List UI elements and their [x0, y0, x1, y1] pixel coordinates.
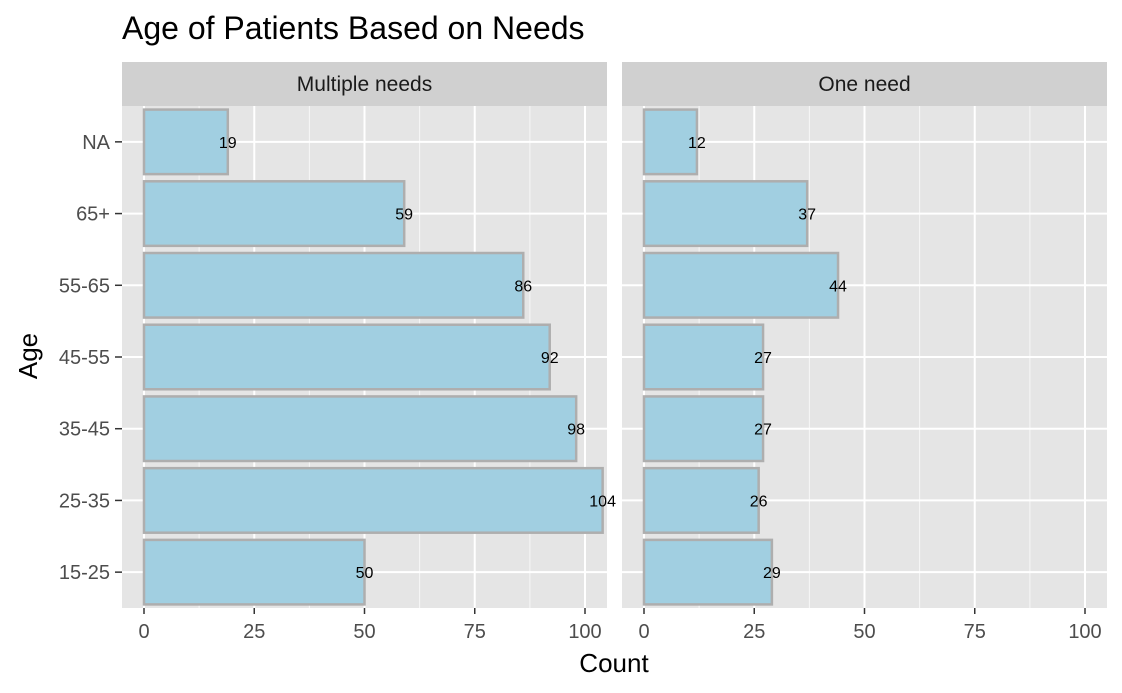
bar-25-35: [142, 466, 604, 534]
x-tick-label: 100: [1068, 621, 1101, 643]
x-tick-label: 75: [964, 621, 986, 643]
y-tick-label: 45-55: [59, 347, 110, 369]
bar-35-45: [142, 395, 578, 463]
y-tick-label: 65+: [76, 204, 110, 226]
bar-value-label: 27: [754, 350, 772, 367]
bar-45-55: [142, 323, 551, 391]
x-tick-label: 50: [353, 621, 375, 643]
bar-value-label: 27: [754, 422, 772, 439]
bar-45-55: [642, 323, 765, 391]
bar-15-25: [142, 538, 366, 606]
bar-value-label: 44: [829, 278, 847, 295]
bar-value-label: 92: [541, 350, 559, 367]
x-tick-label: 25: [243, 621, 265, 643]
facet-strip-label: Multiple needs: [297, 73, 432, 96]
facet-panel-2: One need 29 26 27 27 44 37 12 0 25 50 75 100: [622, 62, 1107, 643]
x-tick-label: 25: [743, 621, 765, 643]
bar-55-65: [142, 251, 525, 319]
y-tick-label: 15-25: [59, 562, 110, 584]
bar-NA: [142, 108, 230, 176]
y-axis: 15-25 25-35 35-45 45-55 55-65 65+ NA: [59, 132, 122, 584]
bar-value-label: 98: [567, 422, 585, 439]
y-tick-label: 55-65: [59, 275, 110, 297]
chart-title: Age of Patients Based on Needs: [122, 10, 585, 46]
bar-value-label: 37: [798, 207, 816, 224]
facet-strip: [622, 62, 1107, 106]
y-tick-label: 25-35: [59, 490, 110, 512]
bar-65+: [642, 180, 809, 248]
facet-strip-label: One need: [818, 73, 910, 96]
bar-value-label: 19: [219, 135, 237, 152]
facet-strip: [122, 62, 607, 106]
bar-value-label: 86: [514, 278, 532, 295]
bar-15-25: [642, 538, 774, 606]
y-axis-title: Age: [13, 333, 43, 379]
bar-value-label: 50: [356, 565, 374, 582]
bar-value-label: 104: [589, 493, 616, 510]
bar-value-label: 29: [763, 565, 781, 582]
bar-value-label: 59: [395, 207, 413, 224]
bar-value-label: 26: [750, 493, 768, 510]
x-tick-label: 100: [568, 621, 601, 643]
x-tick-label: 50: [853, 621, 875, 643]
bar-value-label: 12: [688, 135, 706, 152]
bar-65+: [142, 180, 406, 248]
x-tick-label: 0: [638, 621, 649, 643]
bar-NA: [642, 108, 699, 176]
bar-55-65: [642, 251, 840, 319]
x-tick-label: 0: [138, 621, 149, 643]
bar-25-35: [642, 466, 760, 534]
x-tick-label: 75: [464, 621, 486, 643]
x-axis-title: Count: [579, 648, 649, 678]
facet-panel-1: Multiple needs 50 104 98 92 86 59 19 0 25 50 75 100: [122, 62, 616, 643]
bar-35-45: [642, 395, 765, 463]
y-tick-label: NA: [82, 132, 110, 154]
y-tick-label: 35-45: [59, 419, 110, 441]
